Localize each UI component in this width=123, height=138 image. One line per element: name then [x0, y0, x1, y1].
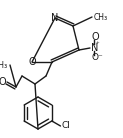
- Text: O⁻: O⁻: [91, 52, 103, 62]
- Text: Cl: Cl: [62, 121, 70, 131]
- Text: CH₃: CH₃: [0, 60, 8, 70]
- Text: N: N: [91, 43, 98, 53]
- Text: O: O: [28, 57, 36, 67]
- Text: O: O: [91, 32, 99, 42]
- Text: O: O: [0, 77, 6, 87]
- Text: ⁺: ⁺: [96, 42, 100, 48]
- Text: CH₃: CH₃: [94, 13, 108, 22]
- Text: N: N: [51, 13, 59, 23]
